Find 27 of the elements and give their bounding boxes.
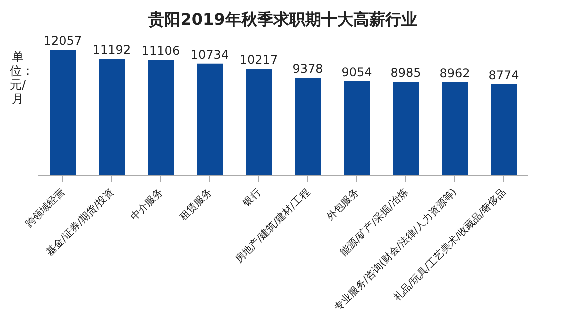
bar xyxy=(295,78,321,176)
x-tick-label: 外包服务 xyxy=(324,186,362,224)
data-label: 9378 xyxy=(292,62,324,76)
data-label: 11106 xyxy=(142,44,180,58)
data-label: 10217 xyxy=(240,53,278,68)
data-label: 12057 xyxy=(44,34,82,48)
bar xyxy=(491,84,517,176)
bar xyxy=(50,50,76,176)
bar xyxy=(442,82,468,176)
data-label: 10734 xyxy=(190,48,230,62)
data-label: 8962 xyxy=(440,66,470,80)
bar xyxy=(246,69,272,176)
bar xyxy=(99,59,125,176)
data-label: 11192 xyxy=(92,43,132,58)
x-tick-label: 银行 xyxy=(240,187,264,210)
chart-title: 贵阳2019年秋季求职期十大高薪行业 xyxy=(148,10,418,31)
y-axis-title: 单位：元/月 xyxy=(10,50,34,106)
x-tick-label: 租赁服务 xyxy=(178,186,214,224)
data-label: 8985 xyxy=(390,66,422,80)
bar xyxy=(344,81,370,176)
bar xyxy=(148,60,174,176)
bar xyxy=(197,64,223,176)
x-tick-label: 中介服务 xyxy=(128,186,166,224)
data-label: 8774 xyxy=(488,68,520,82)
x-tick-label: 跨领域经营 xyxy=(24,186,68,230)
bar xyxy=(393,82,419,176)
data-label: 9054 xyxy=(342,65,372,80)
